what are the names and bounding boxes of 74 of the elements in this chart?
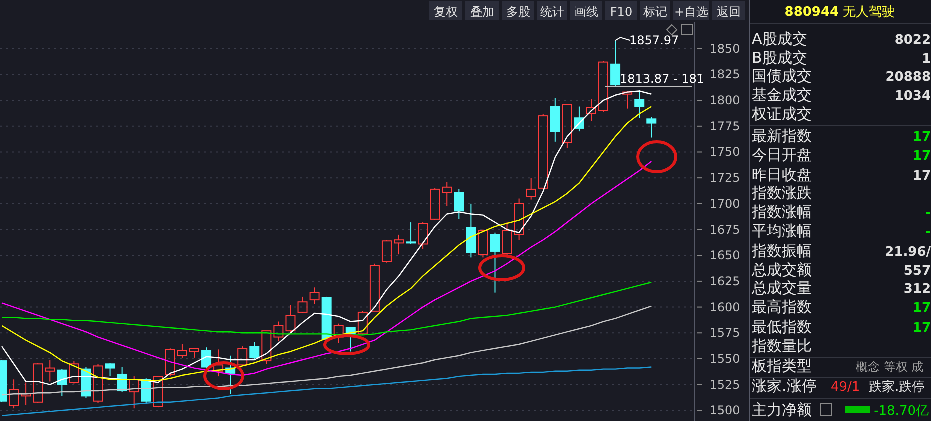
text: F10 (610, 5, 633, 19)
y-tick-label: 1550 (710, 352, 740, 366)
text: 17 (912, 321, 931, 336)
text: 国债成交 (752, 67, 812, 85)
y-tick-label: 1650 (710, 248, 740, 263)
text: 最新指数 (752, 127, 812, 145)
text: 指数量比 (751, 337, 812, 355)
text: 昨日收盘 (752, 166, 812, 184)
y-tick-label: 1850 (710, 42, 740, 56)
text: -18.70亿 (874, 404, 929, 419)
text: 权证成交 (751, 105, 812, 123)
text: 最低指数 (752, 318, 812, 336)
text: 指数涨跌 (751, 184, 812, 202)
text: +自选 (674, 5, 709, 19)
y-tick-label: 1725 (710, 171, 740, 186)
text: 17 (912, 130, 931, 145)
y-tick-label: 1575 (710, 326, 740, 340)
text: 统计 (540, 5, 564, 19)
annotation: 1813.87 - 181 (620, 72, 704, 86)
text: 指数涨幅 (751, 203, 812, 221)
text: 312 (904, 282, 931, 297)
text: 叠加 (470, 5, 494, 19)
text: 概念 等权 成 (856, 360, 924, 374)
candlestick (45, 360, 56, 382)
text: 最高指数 (752, 298, 812, 316)
text: 1034 (894, 89, 931, 104)
text: A股成交 (752, 30, 808, 48)
text: 指数振幅 (751, 242, 812, 260)
text: 主力净额 (752, 401, 812, 419)
text: 基金成交 (752, 86, 812, 104)
y-tick-label: 1700 (710, 196, 740, 211)
line-series (1, 366, 652, 416)
text: 返回 (717, 5, 741, 19)
text: 板指类型 (751, 357, 812, 375)
candlestick (442, 182, 452, 206)
text: 20888 (886, 70, 931, 85)
text: 涨家.涨停 (752, 377, 817, 395)
text: 跌家.跌停 (869, 379, 926, 395)
text: - (926, 225, 931, 240)
text: 画线 (574, 5, 598, 19)
text: - (926, 206, 931, 221)
text: B股成交 (752, 49, 808, 67)
y-tick-label: 1675 (710, 222, 740, 237)
text: 17 (912, 169, 931, 184)
y-tick-label: 1600 (710, 300, 740, 314)
text: 今日开盘 (752, 146, 812, 164)
text: 总成交量 (751, 279, 812, 297)
candlestick (21, 382, 32, 406)
y-tick-label: 1825 (710, 68, 740, 82)
text: 880944 无人驾驶 (784, 5, 896, 20)
text: 1 (922, 52, 931, 67)
candlestick (550, 98, 560, 142)
candlestick (526, 178, 536, 200)
text: 21.96/ (885, 245, 931, 260)
line-series (1, 160, 652, 376)
text: 557 (904, 264, 931, 279)
text: 标记 (642, 5, 668, 19)
y-tick-label: 1775 (710, 119, 740, 134)
y-tick-label: 1525 (710, 378, 740, 392)
text: 复权 (434, 5, 458, 19)
text: 49/1 (831, 380, 860, 395)
text: 平均涨幅 (752, 222, 812, 240)
candlestick (634, 90, 645, 119)
y-tick-label: 1625 (710, 274, 740, 288)
y-tick-label: 1500 (710, 404, 740, 418)
text: 17 (912, 149, 931, 164)
annotation: 1857.97 (630, 34, 680, 48)
text: 8022 (894, 33, 931, 48)
text: 总成交额 (751, 261, 812, 279)
candlestick (586, 99, 596, 122)
text: 17 (912, 301, 931, 316)
y-tick-label: 1800 (710, 94, 740, 108)
text: 多股 (506, 5, 530, 19)
y-tick-label: 1750 (710, 145, 740, 160)
